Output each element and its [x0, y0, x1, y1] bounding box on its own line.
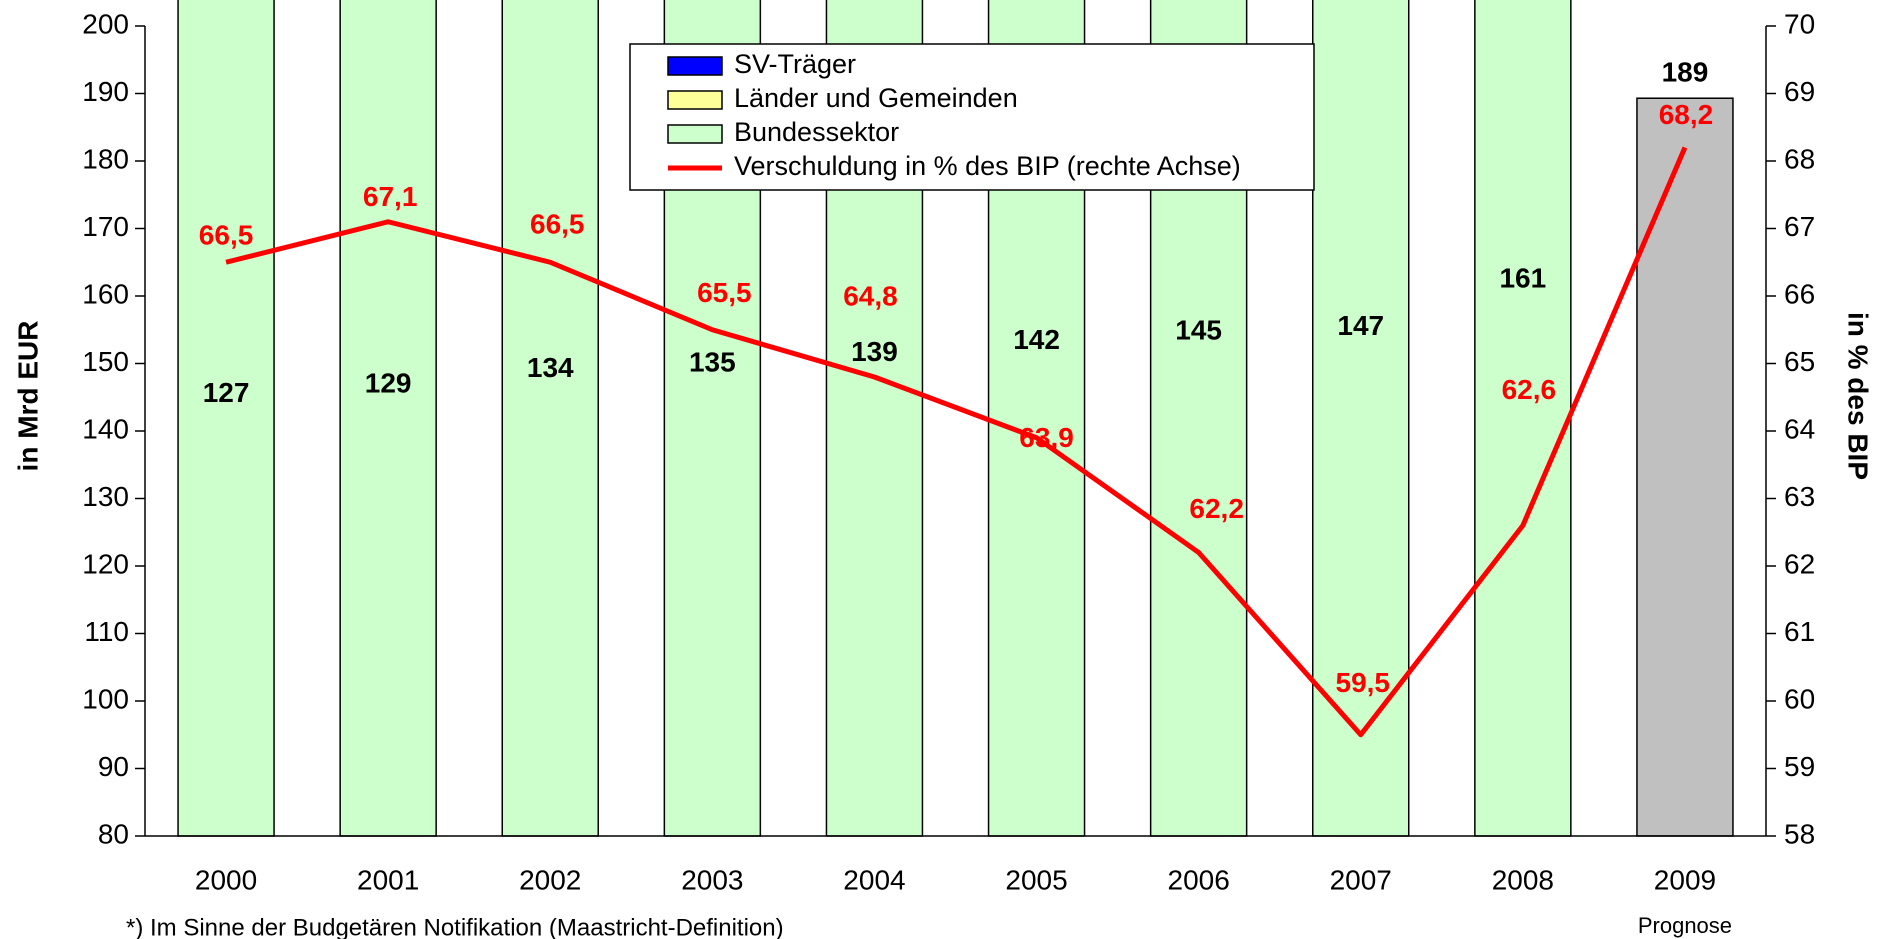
y-tick-label: 120 — [82, 548, 129, 579]
line-label: 66,5 — [530, 209, 585, 240]
x-tick-label: 2006 — [1168, 864, 1230, 895]
legend-swatch — [667, 90, 723, 110]
segment-label: 127 — [203, 377, 250, 408]
line-label: 59,5 — [1336, 667, 1391, 698]
segment-label: 161 — [1499, 263, 1546, 294]
y-tick-label: 170 — [82, 211, 129, 242]
y-tick-label: 80 — [98, 818, 129, 849]
y-tick-label: 110 — [84, 616, 129, 647]
y-tick-label: 140 — [82, 413, 129, 444]
segment-label: 142 — [1013, 324, 1060, 355]
y2-tick-label: 60 — [1784, 683, 1815, 714]
bar-segment — [501, 0, 599, 837]
bar-segment — [339, 0, 437, 837]
y-tick-label: 190 — [82, 76, 129, 107]
y2-tick-label: 64 — [1784, 413, 1815, 444]
line-label: 68,2 — [1659, 99, 1714, 130]
line-label: 62,6 — [1502, 374, 1557, 405]
line-label: 66,5 — [199, 220, 254, 251]
line — [225, 146, 1688, 738]
legend-label: Bundessektor — [734, 117, 899, 147]
x-tick-label: 2007 — [1330, 864, 1392, 895]
bar-segment — [177, 0, 275, 837]
y2-tick-label: 70 — [1784, 8, 1815, 39]
x-tick-label: 2002 — [519, 864, 581, 895]
y-tick-label: 180 — [82, 143, 129, 174]
y-tick-label: 100 — [82, 683, 129, 714]
x-tick-label: 2003 — [681, 864, 743, 895]
x-tick-label: 2009 — [1654, 864, 1716, 895]
y2-axis-title: in % des BIP — [1843, 312, 1874, 480]
category-note: Prognose — [1638, 913, 1732, 938]
segment-label: 145 — [1175, 315, 1222, 346]
y2-tick-label: 58 — [1784, 818, 1815, 849]
segment-label: 134 — [527, 352, 574, 383]
y2-tick-label: 63 — [1784, 481, 1815, 512]
y2-tick-label: 69 — [1784, 76, 1815, 107]
x-tick-label: 2004 — [843, 864, 905, 895]
y-tick-label: 160 — [82, 278, 129, 309]
line-label: 67,1 — [363, 181, 418, 212]
y-axis-title: in Mrd EUR — [12, 321, 43, 472]
bar-segment — [1474, 0, 1572, 837]
line-label: 64,8 — [843, 280, 898, 311]
y2-tick-label: 65 — [1784, 346, 1815, 377]
y-tick-label: 90 — [98, 751, 129, 782]
footnote: *) Im Sinne der Budgetären Notifikation … — [126, 914, 784, 939]
y-tick-label: 130 — [82, 481, 129, 512]
y-tick-label: 150 — [82, 346, 129, 377]
y-tick-label: 200 — [82, 8, 129, 39]
x-tick-label: 2001 — [357, 864, 419, 895]
legend-swatch — [667, 56, 723, 76]
line-label: 63,9 — [1019, 422, 1074, 453]
bar-segment — [1312, 0, 1410, 837]
forecast-bar — [1636, 97, 1734, 837]
segment-label: 147 — [1337, 310, 1384, 341]
forecast-label: 189 — [1662, 57, 1709, 88]
x-tick-label: 2000 — [195, 864, 257, 895]
y2-tick-label: 59 — [1784, 751, 1815, 782]
legend-label: SV-Träger — [734, 49, 856, 79]
line-label: 62,2 — [1189, 493, 1244, 524]
legend-box — [629, 43, 1315, 191]
line-label: 65,5 — [697, 277, 752, 308]
segment-label: 129 — [365, 368, 412, 399]
x-tick-label: 2008 — [1492, 864, 1554, 895]
legend-swatch — [667, 124, 723, 144]
legend-label: Verschuldung in % des BIP (rechte Achse) — [734, 151, 1241, 181]
y2-tick-label: 61 — [1784, 616, 1815, 647]
y2-tick-label: 62 — [1784, 548, 1815, 579]
y2-tick-label: 67 — [1784, 211, 1815, 242]
segment-label: 139 — [851, 336, 898, 367]
x-tick-label: 2005 — [1005, 864, 1067, 895]
segment-label: 135 — [689, 347, 736, 378]
y2-tick-label: 66 — [1784, 278, 1815, 309]
legend-label: Länder und Gemeinden — [734, 83, 1018, 113]
y2-tick-label: 68 — [1784, 143, 1815, 174]
